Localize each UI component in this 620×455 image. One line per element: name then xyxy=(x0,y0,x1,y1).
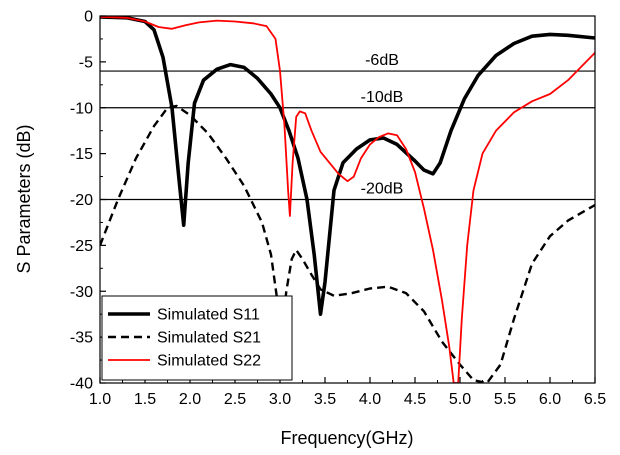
series-line xyxy=(100,16,595,383)
x-tick-label: 4.5 xyxy=(404,391,426,408)
y-tick-label: -5 xyxy=(79,54,93,71)
reference-labels: -6dB -10dB -20dB xyxy=(361,52,404,197)
y-tick-label: -20 xyxy=(70,192,93,209)
x-tick-label: 1.0 xyxy=(89,391,111,408)
y-tick-label: -25 xyxy=(70,238,93,255)
reference-label: -10dB xyxy=(361,89,404,106)
reference-label: -6dB xyxy=(365,52,399,69)
y-tick-label: -10 xyxy=(70,100,93,117)
x-tick-label: 3.0 xyxy=(269,391,291,408)
y-tick-label: -30 xyxy=(70,284,93,301)
x-tick-label: 5.5 xyxy=(494,391,516,408)
x-tick-label: 4.0 xyxy=(359,391,381,408)
legend-label: Simulated S22 xyxy=(157,353,261,370)
y-tick-label: 0 xyxy=(84,9,93,26)
x-tick-label: 3.5 xyxy=(314,391,336,408)
legend: Simulated S11 Simulated S21 Simulated S22 xyxy=(101,295,293,381)
x-tick-label: 2.0 xyxy=(179,391,201,408)
legend-box xyxy=(101,295,293,381)
legend-label: Simulated S21 xyxy=(157,330,261,347)
x-tick-label: 1.5 xyxy=(134,391,156,408)
x-tick-label: 2.5 xyxy=(224,391,246,408)
series-lines xyxy=(100,16,595,383)
y-tick-label: -15 xyxy=(70,146,93,163)
series-line xyxy=(100,16,595,316)
x-axis-title: Frequency(GHz) xyxy=(280,428,413,448)
axis-ticks: 1.0 1.5 2.0 2.5 3.0 3.5 4.0 4.5 5.0 5.5 6.0 6.5 0 -5 -… xyxy=(70,9,606,409)
x-tick-label: 5.0 xyxy=(449,391,471,408)
y-axis-title: S Parameters (dB) xyxy=(14,124,34,273)
x-tick-label: 6.5 xyxy=(584,391,606,408)
x-tick-label: 6.0 xyxy=(539,391,561,408)
series-line xyxy=(100,104,595,383)
y-tick-label: -40 xyxy=(70,376,93,393)
reference-label: -20dB xyxy=(361,181,404,198)
y-tick-label: -35 xyxy=(70,330,93,347)
legend-label: Simulated S11 xyxy=(157,307,260,324)
